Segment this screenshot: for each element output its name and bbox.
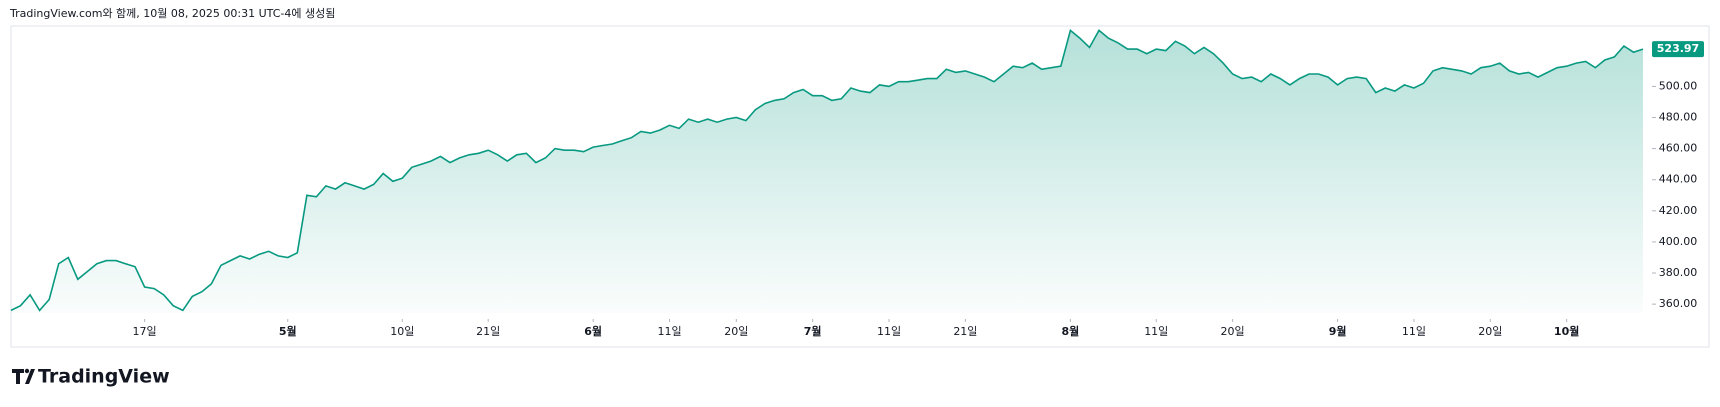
x-tick-label: 11일	[1144, 324, 1168, 338]
x-tick-label: 10월	[1554, 324, 1579, 338]
y-tick-label: 440.00	[1659, 173, 1698, 186]
x-tick-label: 21일	[953, 324, 977, 338]
x-tick-label: 11일	[877, 324, 901, 338]
x-tick-label: 9월	[1329, 324, 1347, 338]
y-tick-label: 500.00	[1659, 79, 1698, 92]
x-tick-label: 8월	[1061, 324, 1079, 338]
y-tick-label: 460.00	[1659, 142, 1698, 155]
y-tick-label: 400.00	[1659, 235, 1698, 248]
last-price-label: 523.97	[1657, 42, 1699, 55]
brand: TradingView	[38, 366, 170, 388]
brand-logo	[12, 368, 35, 384]
chart-frame	[10, 25, 1710, 348]
x-tick-label: 10일	[390, 324, 414, 338]
x-tick-label: 20일	[724, 324, 748, 338]
x-tick-label: 7월	[804, 324, 822, 338]
y-tick-label: 420.00	[1659, 204, 1698, 217]
x-tick-label: 20일	[1478, 324, 1502, 338]
x-tick-label: 21일	[476, 324, 500, 338]
last-price-box	[1652, 41, 1704, 58]
header: TradingView.com와 함께, 10월 08, 2025 00:31 …	[9, 7, 335, 20]
y-tick-label: 480.00	[1659, 111, 1698, 124]
x-tick-label: 6월	[584, 324, 602, 338]
x-tick-label: 17일	[133, 324, 157, 338]
x-tick-label: 11일	[657, 324, 681, 338]
x-tick-label: 5월	[279, 324, 297, 338]
x-tick-label: 11일	[1402, 324, 1426, 338]
y-tick-label: 380.00	[1659, 266, 1698, 279]
x-tick-label: 20일	[1221, 324, 1245, 338]
area-fill	[11, 30, 1643, 314]
price-line	[10, 28, 1644, 312]
y-tick-label: 360.00	[1659, 297, 1698, 310]
